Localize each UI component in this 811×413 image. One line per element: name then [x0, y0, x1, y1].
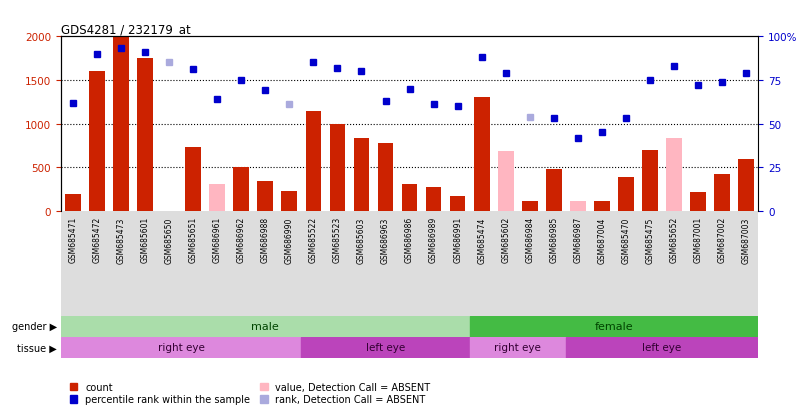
Legend: count, percentile rank within the sample, value, Detection Call = ABSENT, rank, : count, percentile rank within the sample…: [66, 378, 435, 408]
Text: left eye: left eye: [642, 343, 682, 353]
Text: GSM687003: GSM687003: [742, 217, 751, 263]
Text: GSM685474: GSM685474: [477, 217, 487, 263]
Bar: [401, 185, 418, 211]
Bar: [594, 201, 610, 211]
Bar: [690, 192, 706, 211]
Text: GSM685601: GSM685601: [140, 217, 149, 263]
Text: GSM685471: GSM685471: [68, 217, 77, 263]
Bar: [257, 182, 273, 211]
Text: GSM686962: GSM686962: [237, 217, 246, 263]
Text: GDS4281 / 232179_at: GDS4281 / 232179_at: [61, 23, 191, 36]
Bar: [566, 337, 758, 358]
Text: GSM686961: GSM686961: [212, 217, 221, 263]
Bar: [570, 201, 586, 211]
Bar: [470, 337, 566, 358]
Text: GSM687002: GSM687002: [718, 217, 727, 263]
Text: female: female: [594, 322, 633, 332]
Bar: [546, 170, 562, 211]
Text: GSM685523: GSM685523: [333, 217, 342, 263]
Bar: [498, 151, 513, 211]
Text: GSM686985: GSM686985: [549, 217, 558, 263]
Bar: [306, 112, 321, 211]
Text: GSM686990: GSM686990: [285, 217, 294, 263]
Bar: [470, 316, 758, 337]
Bar: [281, 192, 297, 211]
Text: GSM687001: GSM687001: [693, 217, 702, 263]
Text: GSM685472: GSM685472: [92, 217, 101, 263]
Text: GSM687004: GSM687004: [598, 217, 607, 263]
Text: GSM685475: GSM685475: [646, 217, 654, 263]
Text: left eye: left eye: [366, 343, 406, 353]
Text: GSM685522: GSM685522: [309, 217, 318, 263]
Bar: [474, 97, 490, 211]
Bar: [65, 194, 80, 211]
Bar: [209, 185, 225, 211]
Text: GSM686963: GSM686963: [381, 217, 390, 263]
Bar: [667, 139, 682, 211]
Text: gender ▶: gender ▶: [11, 322, 57, 332]
Bar: [114, 37, 129, 211]
Text: GSM686989: GSM686989: [429, 217, 438, 263]
Text: GSM685650: GSM685650: [165, 217, 174, 263]
Text: GSM686984: GSM686984: [526, 217, 534, 263]
Bar: [714, 175, 730, 211]
Text: right eye: right eye: [157, 343, 204, 353]
Bar: [61, 337, 302, 358]
Bar: [185, 148, 201, 211]
Text: GSM685652: GSM685652: [670, 217, 679, 263]
Bar: [426, 187, 441, 211]
Bar: [618, 178, 634, 211]
Text: GSM686986: GSM686986: [405, 217, 414, 263]
Bar: [739, 160, 754, 211]
Bar: [450, 197, 466, 211]
Text: GSM686987: GSM686987: [573, 217, 582, 263]
Text: GSM685470: GSM685470: [621, 217, 630, 263]
Bar: [137, 59, 152, 211]
Text: GSM686991: GSM686991: [453, 217, 462, 263]
Text: GSM685603: GSM685603: [357, 217, 366, 263]
Text: right eye: right eye: [495, 343, 541, 353]
Bar: [378, 143, 393, 211]
Bar: [61, 316, 470, 337]
Text: tissue ▶: tissue ▶: [17, 343, 57, 353]
Text: male: male: [251, 322, 279, 332]
Bar: [89, 72, 105, 211]
Bar: [234, 168, 249, 211]
Text: GSM685651: GSM685651: [189, 217, 198, 263]
Bar: [354, 139, 369, 211]
Text: GSM685602: GSM685602: [501, 217, 510, 263]
Bar: [302, 337, 470, 358]
Text: GSM685473: GSM685473: [117, 217, 126, 263]
Bar: [522, 201, 538, 211]
Bar: [329, 124, 345, 211]
Bar: [642, 150, 658, 211]
Text: GSM686988: GSM686988: [261, 217, 270, 263]
